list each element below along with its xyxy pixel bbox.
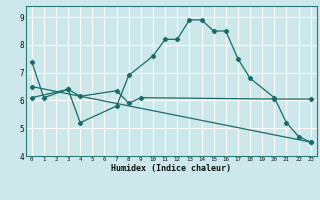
X-axis label: Humidex (Indice chaleur): Humidex (Indice chaleur) (111, 164, 231, 173)
